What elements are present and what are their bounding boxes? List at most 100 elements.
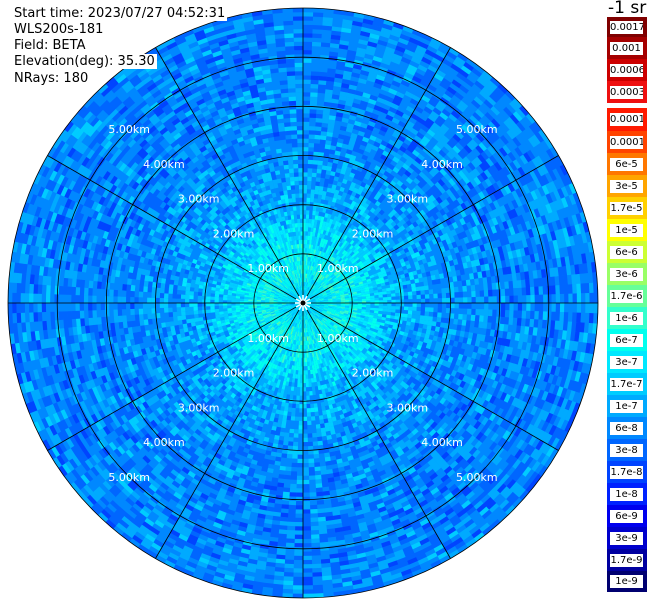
range-gate-cell [319, 246, 324, 252]
range-gate-cell [555, 303, 561, 313]
range-gate-cell [551, 311, 556, 321]
range-gate-cell [307, 231, 311, 236]
range-gate-cell [471, 297, 476, 304]
range-gate-cell [316, 282, 320, 287]
range-gate-cell [343, 135, 351, 141]
range-gate-cell [481, 139, 491, 149]
range-gate-cell [303, 286, 305, 291]
range-gate-cell [458, 303, 464, 309]
range-gate-cell [310, 197, 315, 203]
range-gate-cell [317, 268, 321, 274]
range-gate-cell [335, 111, 344, 118]
range-gate-cell [340, 195, 346, 202]
range-gate-cell [340, 254, 346, 260]
range-gate-cell [314, 138, 321, 144]
range-gate-cell [467, 162, 476, 171]
range-gate-cell [330, 247, 335, 252]
range-gate-cell [387, 183, 394, 191]
range-gate-cell [309, 121, 316, 127]
range-gate-cell [499, 96, 510, 107]
range-gate-cell [479, 89, 490, 100]
range-gate-cell [335, 167, 342, 174]
range-gate-cell [470, 159, 480, 169]
range-gate-cell [383, 303, 388, 306]
range-gate-cell [346, 248, 352, 253]
range-gate-cell [489, 93, 500, 104]
range-gate-cell [303, 87, 311, 93]
range-gate-cell [453, 199, 461, 208]
range-gate-cell [382, 23, 394, 31]
range-gate-cell [406, 166, 415, 174]
range-gate-cell [325, 80, 335, 86]
range-gate-cell [458, 68, 470, 79]
range-gate-cell [315, 267, 319, 273]
range-gate-cell [363, 57, 373, 64]
range-gate-cell [384, 146, 392, 154]
range-gate-cell [493, 102, 504, 113]
range-gate-cell [415, 68, 426, 77]
range-gate-cell [335, 198, 341, 204]
range-gate-cell [466, 308, 472, 315]
range-gate-cell [415, 218, 422, 226]
range-gate-cell [517, 295, 523, 304]
range-gate-cell [433, 72, 444, 82]
range-gate-cell [403, 109, 413, 117]
range-gate-cell [382, 190, 389, 197]
range-gate-cell [440, 176, 449, 184]
range-gate-cell [359, 231, 366, 238]
range-gate-cell [389, 196, 397, 203]
range-gate-cell [352, 248, 358, 254]
range-gate-cell [416, 303, 422, 308]
range-gate-cell [323, 8, 335, 14]
range-gate-cell [376, 251, 382, 257]
range-gate-cell [470, 314, 476, 322]
range-gate-cell [306, 291, 309, 296]
range-gate-cell [331, 30, 342, 36]
range-gate-cell [484, 178, 493, 187]
range-gate-cell [432, 199, 440, 207]
range-gate-cell [403, 138, 412, 146]
range-gate-cell [305, 296, 309, 300]
range-gate-cell [326, 235, 330, 241]
range-gate-cell [467, 297, 472, 304]
range-gate-cell [524, 139, 534, 150]
range-gate-cell [304, 286, 306, 291]
range-gate-cell [303, 71, 312, 76]
range-gate-cell [419, 286, 425, 291]
range-gate-cell [345, 258, 351, 264]
range-gate-cell [338, 95, 347, 101]
range-gate-cell [366, 251, 372, 256]
range-gate-cell [417, 153, 426, 161]
range-gate-cell [420, 307, 426, 312]
range-gate-cell [491, 173, 500, 183]
range-gate-cell [584, 312, 590, 324]
range-gate-cell [334, 202, 340, 208]
range-gate-cell [355, 265, 361, 270]
range-gate-cell [375, 235, 381, 241]
range-gate-cell [306, 286, 309, 291]
range-gate-cell [365, 265, 371, 270]
range-gate-cell [364, 110, 373, 117]
range-gate-cell [307, 282, 310, 287]
range-gate-cell [485, 157, 495, 167]
range-gate-cell [395, 91, 405, 99]
range-gate-cell [547, 294, 552, 304]
range-gate-cell [344, 66, 354, 73]
range-gate-cell [475, 121, 486, 131]
range-gate-cell [453, 191, 461, 200]
range-gate-cell [331, 210, 337, 216]
range-gate-cell [466, 285, 472, 292]
range-gate-cell [513, 168, 523, 179]
range-gate-cell [410, 283, 416, 288]
range-gate-cell [333, 81, 342, 88]
range-gate-cell [469, 170, 478, 180]
range-gate-cell [306, 282, 309, 287]
range-gate-cell [353, 211, 359, 218]
range-gate-cell [308, 151, 314, 156]
range-gate-cell [407, 156, 415, 164]
range-gate-cell [313, 266, 317, 272]
range-gate-cell [326, 275, 331, 280]
range-gate-cell [367, 246, 373, 252]
range-gate-cell [315, 117, 323, 123]
range-gate-cell [312, 285, 317, 290]
